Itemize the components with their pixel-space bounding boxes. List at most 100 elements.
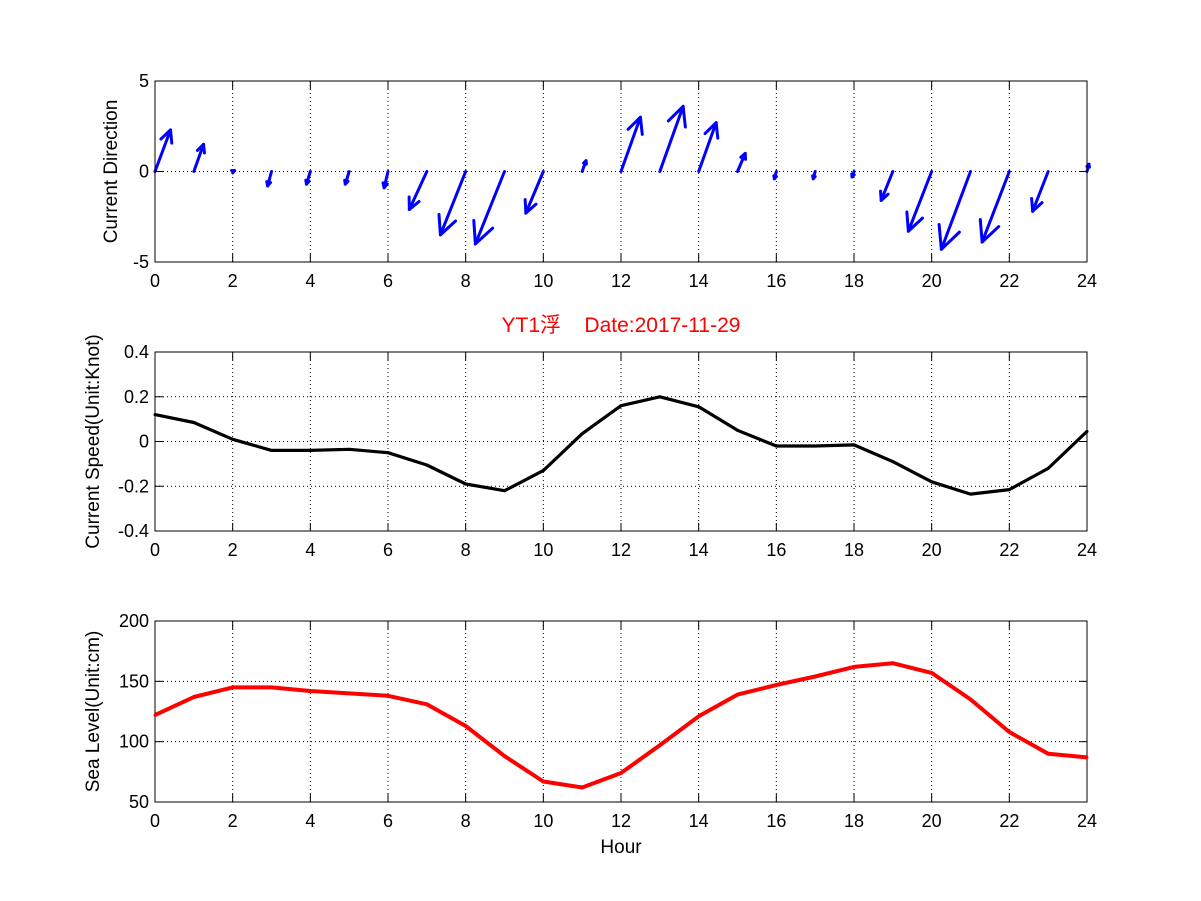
speed-data-point bbox=[891, 460, 895, 464]
speed-xtick-label: 22 bbox=[999, 540, 1019, 560]
speed-xtick-label: 18 bbox=[844, 540, 864, 560]
sealevel-xtick-label: 24 bbox=[1077, 811, 1097, 831]
direction-xtick-label: 2 bbox=[228, 271, 238, 291]
direction-arrow bbox=[736, 151, 748, 173]
sealevel-data-point bbox=[658, 743, 662, 747]
sealevel-xtick-label: 20 bbox=[922, 811, 942, 831]
speed-xtick-label: 12 bbox=[611, 540, 631, 560]
speed-points bbox=[153, 395, 1089, 496]
speed-data-point bbox=[503, 489, 506, 493]
sealevel-data-point bbox=[231, 685, 235, 689]
chart-title: YT1浮 Date:2017-11-29 bbox=[502, 314, 741, 337]
sealevel-data-point bbox=[464, 724, 468, 728]
sealevel-xtick-label: 22 bbox=[999, 811, 1019, 831]
direction-arrow bbox=[658, 104, 687, 173]
speed-data-point bbox=[813, 444, 817, 448]
direction-arrow bbox=[265, 170, 273, 188]
sealevel-data-point bbox=[774, 683, 778, 687]
direction-arrow bbox=[772, 170, 778, 181]
speed-data-point bbox=[308, 448, 312, 452]
speed-data-point bbox=[386, 451, 390, 455]
speed-data-point bbox=[619, 404, 623, 408]
direction-xtick-label: 0 bbox=[150, 271, 160, 291]
speed-data-point bbox=[347, 447, 351, 451]
sealevel-data-point bbox=[425, 702, 429, 706]
direction-xtick-label: 24 bbox=[1077, 271, 1097, 291]
sealevel-data-point bbox=[1085, 755, 1089, 759]
speed-data-point bbox=[930, 480, 934, 484]
sealevel-data-point bbox=[852, 665, 856, 669]
speed-data-point bbox=[1085, 429, 1089, 433]
sealevel-data-point bbox=[930, 671, 934, 675]
direction-arrow bbox=[153, 128, 174, 173]
direction-xtick-label: 16 bbox=[766, 271, 786, 291]
sealevel-xlabel: Hour bbox=[600, 837, 642, 858]
direction-arrows bbox=[153, 104, 1092, 251]
direction-arrow bbox=[472, 170, 506, 246]
direction-ytick-label: 5 bbox=[139, 71, 149, 91]
sealevel-ytick-label: 200 bbox=[119, 611, 149, 631]
speed-xtick-label: 24 bbox=[1077, 540, 1097, 560]
speed-xtick-label: 6 bbox=[383, 540, 393, 560]
sealevel-data-point bbox=[270, 685, 273, 689]
speed-xtick-label: 4 bbox=[305, 540, 315, 560]
sealevel-ylabel: Sea Level(Unit:cm) bbox=[83, 631, 104, 793]
sealevel-data-point bbox=[891, 661, 895, 665]
direction-arrow bbox=[619, 115, 644, 173]
sealevel-data-point bbox=[308, 689, 312, 693]
speed-data-point bbox=[231, 437, 235, 441]
direction-xticks: 0 2 4 6 8 10 12 14 16 18 20 22 24 bbox=[150, 81, 1097, 291]
direction-xtick-label: 18 bbox=[844, 271, 864, 291]
speed-data-point bbox=[1046, 466, 1050, 470]
sealevel-xtick-label: 10 bbox=[533, 811, 553, 831]
sealevel-data-point bbox=[541, 779, 545, 783]
direction-arrow bbox=[437, 170, 468, 237]
speed-yticks: -0.4 -0.2 0 0.2 0.4 bbox=[118, 342, 1087, 541]
sealevel-data-point bbox=[736, 693, 739, 697]
sealevel-xtick-label: 2 bbox=[228, 811, 238, 831]
speed-data-point bbox=[852, 443, 856, 447]
speed-data-point bbox=[580, 432, 584, 436]
sealevel-xtick-label: 18 bbox=[844, 811, 864, 831]
speed-ytick-label: 0.2 bbox=[124, 387, 149, 407]
speed-xtick-label: 20 bbox=[922, 540, 942, 560]
speed-ytick-label: 0 bbox=[139, 432, 149, 452]
direction-arrow bbox=[1030, 170, 1050, 213]
sealevel-xtick-label: 4 bbox=[305, 811, 315, 831]
direction-arrow bbox=[304, 170, 312, 186]
sealevel-ytick-label: 100 bbox=[119, 732, 149, 752]
speed-data-point bbox=[192, 420, 196, 424]
direction-arrow bbox=[343, 170, 351, 186]
direction-arrow bbox=[879, 170, 895, 202]
sealevel-xtick-label: 14 bbox=[689, 811, 709, 831]
direction-arrow bbox=[937, 170, 972, 251]
sealevel-data-point bbox=[697, 714, 701, 718]
sealevel-data-point bbox=[969, 697, 972, 701]
sealevel-data-point bbox=[503, 754, 506, 758]
sealevel-data-point bbox=[813, 675, 817, 679]
sealevel-points bbox=[153, 661, 1089, 790]
direction-xtick-label: 8 bbox=[461, 271, 471, 291]
speed-data-point bbox=[1007, 488, 1011, 492]
sealevel-xticks: 0 2 4 6 8 10 12 14 16 18 20 22 24 bbox=[150, 621, 1097, 831]
speed-xtick-label: 8 bbox=[461, 540, 471, 560]
sealevel-yticks: 50 100 150 200 bbox=[119, 611, 1087, 812]
speed-data-point bbox=[736, 428, 739, 432]
direction-xtick-label: 6 bbox=[383, 271, 393, 291]
speed-xtick-label: 16 bbox=[766, 540, 786, 560]
sealevel-data-point bbox=[386, 694, 390, 698]
direction-ytick-label: -5 bbox=[133, 252, 149, 272]
speed-ytick-label: -0.2 bbox=[118, 476, 149, 496]
direction-xtick-label: 14 bbox=[689, 271, 709, 291]
direction-arrow bbox=[523, 170, 545, 215]
direction-ylabel: Current Direction bbox=[101, 100, 122, 244]
speed-ylabel: Current Speed(Unit:Knot) bbox=[83, 334, 104, 548]
speed-data-point bbox=[541, 469, 545, 473]
direction-yticks: -5 0 5 bbox=[133, 71, 1087, 272]
sealevel-xtick-label: 12 bbox=[611, 811, 631, 831]
speed-data-point bbox=[270, 448, 273, 452]
direction-arrow bbox=[905, 170, 934, 233]
sealevel-xtick-label: 8 bbox=[461, 811, 471, 831]
